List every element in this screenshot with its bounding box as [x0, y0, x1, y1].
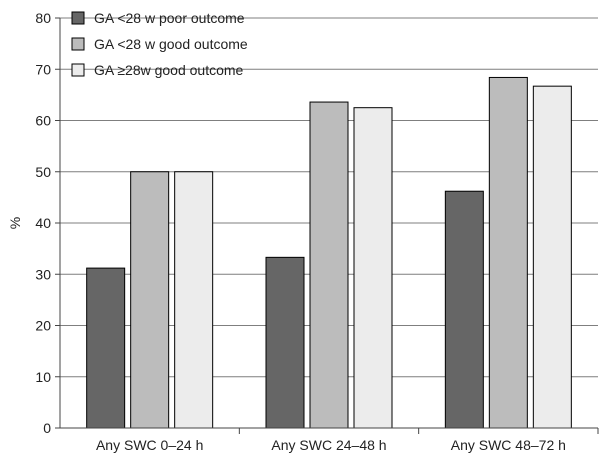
bar: [353, 107, 393, 429]
bars: [86, 76, 572, 429]
x-axis-ticks: Any SWC 0–24 h Any SWC 24–48 h Any SWC 48–…: [96, 428, 599, 453]
y-axis-ticks: 0 10 20 30 40 50 60 70 80: [35, 10, 60, 436]
y-tick-label: 70: [35, 61, 51, 77]
x-tick-label: Any SWC 48–72 h: [451, 437, 566, 453]
legend-label: GA <28 w good outcome: [94, 36, 248, 52]
legend-swatch: [71, 37, 85, 51]
y-axis-title: %: [7, 217, 23, 229]
y-tick-label: 80: [35, 10, 51, 26]
bar: [174, 171, 214, 429]
bar: [265, 256, 305, 429]
legend-swatch: [71, 63, 85, 77]
x-tick-label: Any SWC 24–48 h: [271, 437, 386, 453]
y-tick-label: 30: [35, 266, 51, 282]
x-tick-label: Any SWC 0–24 h: [96, 437, 203, 453]
legend-label: GA ≥28w good outcome: [94, 62, 244, 78]
y-tick-label: 40: [35, 215, 51, 231]
bar: [86, 267, 126, 429]
y-tick-label: 50: [35, 164, 51, 180]
y-tick-label: 0: [43, 420, 51, 436]
bar: [488, 76, 528, 429]
y-tick-label: 60: [35, 113, 51, 129]
y-tick-label: 20: [35, 318, 51, 334]
legend-swatch: [71, 11, 85, 25]
y-tick-label: 10: [35, 369, 51, 385]
legend: GA <28 w poor outcome GA <28 w good outco…: [71, 10, 248, 78]
bar: [309, 101, 349, 429]
legend-label: GA <28 w poor outcome: [94, 10, 245, 26]
bar: [532, 85, 572, 429]
bar: [130, 171, 170, 429]
bar: [444, 190, 484, 429]
